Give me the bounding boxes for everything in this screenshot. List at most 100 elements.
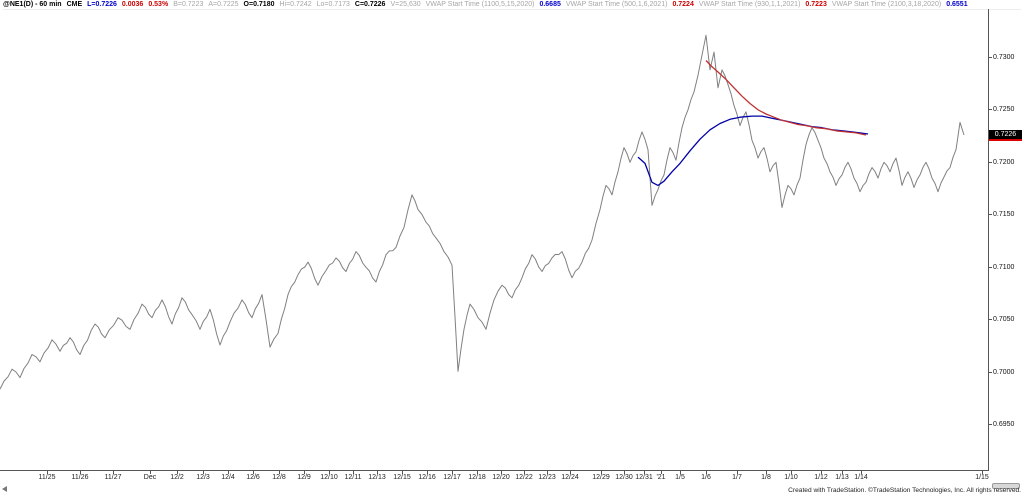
time-axis-tickmark	[452, 471, 453, 474]
status-symbol-interval: @NE1(D) - 60 min	[3, 1, 62, 8]
time-axis-tickmark	[253, 471, 254, 474]
time-axis-tickmark	[680, 471, 681, 474]
time-axis-label: 11/26	[71, 474, 89, 481]
price-axis-tick: 0.7050	[988, 315, 1014, 324]
time-axis-line	[0, 470, 989, 471]
last-price-value: 0.7226	[994, 131, 1017, 138]
time-axis-label: 1/10	[784, 474, 798, 481]
status-vwap3-value: 0.7223	[805, 1, 827, 8]
price-axis[interactable]: 0.7300 0.7250 0.7200 0.7150 0.7100 0.7050 0.70…	[988, 0, 1024, 495]
status-session-high: Hi=0.7242	[279, 1, 312, 8]
time-axis-tickmark	[821, 471, 822, 474]
time-axis-label: 12/29	[592, 474, 610, 481]
time-axis-tickmark	[644, 471, 645, 474]
scroll-left-arrow-icon[interactable]	[2, 486, 7, 492]
time-axis-tickmark	[601, 471, 602, 474]
time-axis-tickmark	[402, 471, 403, 474]
time-axis-label: 12/30	[615, 474, 633, 481]
time-axis-tickmark	[477, 471, 478, 474]
time-axis-label: 12/22	[515, 474, 533, 481]
price-axis-line	[988, 9, 989, 471]
time-axis-tickmark	[47, 471, 48, 474]
status-last-price: L=0.7226	[87, 1, 117, 8]
time-axis-label: 12/15	[393, 474, 411, 481]
time-axis-tickmark	[706, 471, 707, 474]
time-axis-tickmark	[279, 471, 280, 474]
time-axis-tickmark	[177, 471, 178, 474]
bottom-bar: Created with TradeStation. ©TradeStation…	[0, 483, 1024, 495]
status-volume: V=25,630	[390, 1, 421, 8]
time-axis[interactable]: 11/25 11/26 11/27 Dec 12/2 12/3 12/4 12/6 12/8 12…	[0, 470, 1024, 483]
time-axis-label: 12/10	[320, 474, 338, 481]
status-close: C=0.7226	[354, 1, 386, 8]
status-vwap3-label: VWAP Start Time (930,1,1,2021)	[698, 1, 801, 8]
status-bid: B=0.7223	[173, 1, 204, 8]
time-axis-label: 1/8	[761, 474, 771, 481]
time-axis-label: 12/2	[170, 474, 184, 481]
status-open: O=0.7180	[243, 1, 275, 8]
time-axis-tickmark	[982, 471, 983, 474]
time-axis-tickmark	[113, 471, 114, 474]
time-axis-tickmark	[570, 471, 571, 474]
time-axis-tickmark	[329, 471, 330, 474]
time-axis-label: 12/18	[468, 474, 486, 481]
time-axis-tickmark	[80, 471, 81, 474]
time-axis-tickmark	[150, 471, 151, 474]
status-vwap2-value: 0.7224	[672, 1, 694, 8]
time-axis-tickmark	[353, 471, 354, 474]
time-axis-label: 12/16	[418, 474, 436, 481]
time-axis-tickmark	[304, 471, 305, 474]
time-axis-tickmark	[547, 471, 548, 474]
horizontal-scrollbar-thumb[interactable]	[992, 483, 1020, 489]
time-axis-label: 1/15	[975, 474, 989, 481]
chart-status-line: @NE1(D) - 60 min CME L=0.7226 0.0036 0.53% B=…	[3, 0, 1021, 10]
vwap-line-red	[705, 60, 867, 136]
time-axis-label: 1/13	[835, 474, 849, 481]
time-axis-tickmark	[791, 471, 792, 474]
vwap-line-blue	[637, 115, 869, 187]
time-axis-tickmark	[624, 471, 625, 474]
status-exchange: CME	[66, 1, 83, 8]
time-axis-label: 12/17	[443, 474, 461, 481]
time-axis-label: 12/9	[297, 474, 311, 481]
price-close-60min	[0, 34, 965, 390]
price-axis-tick: 0.7150	[988, 210, 1014, 219]
status-session-low: Lo=0.7173	[316, 1, 350, 8]
time-axis-label: 12/31	[635, 474, 653, 481]
time-axis-tickmark	[661, 471, 662, 474]
time-axis-label: 12/6	[246, 474, 260, 481]
time-axis-label: 1/7	[732, 474, 742, 481]
time-axis-label: 12/8	[272, 474, 286, 481]
status-ask: A=0.7225	[208, 1, 239, 8]
price-axis-tick: 0.6950	[988, 420, 1014, 429]
time-axis-label: 12/13	[368, 474, 386, 481]
time-axis-label: '21	[656, 474, 666, 481]
time-axis-tickmark	[842, 471, 843, 474]
time-axis-tickmark	[861, 471, 862, 474]
time-axis-label: 12/20	[492, 474, 510, 481]
time-axis-label: 12/23	[538, 474, 556, 481]
chart-plot-area[interactable]	[0, 9, 988, 470]
time-axis-tickmark	[524, 471, 525, 474]
time-axis-tickmark	[737, 471, 738, 474]
time-axis-label: 11/27	[104, 474, 122, 481]
price-axis-tick: 0.7000	[988, 368, 1014, 377]
price-axis-tick: 0.7100	[988, 263, 1014, 272]
time-axis-label: 1/6	[701, 474, 711, 481]
time-axis-label: 1/12	[814, 474, 828, 481]
time-axis-tickmark	[501, 471, 502, 474]
price-axis-tick: 0.7250	[988, 105, 1014, 114]
status-percent-change: 0.53%	[148, 1, 169, 8]
status-vwap1-value: 0.6685	[539, 1, 561, 8]
price-axis-tick: 0.7200	[988, 158, 1014, 167]
time-axis-tickmark	[766, 471, 767, 474]
price-chart-canvas[interactable]	[0, 9, 988, 470]
time-axis-label: 1/14	[854, 474, 868, 481]
time-axis-tickmark	[203, 471, 204, 474]
status-vwap4-value: 0.6551	[946, 1, 968, 8]
time-axis-label: 12/4	[221, 474, 235, 481]
price-axis-tick: 0.7300	[988, 53, 1014, 62]
time-axis-label: 11/25	[38, 474, 56, 481]
status-net-change: 0.0036	[121, 1, 144, 8]
